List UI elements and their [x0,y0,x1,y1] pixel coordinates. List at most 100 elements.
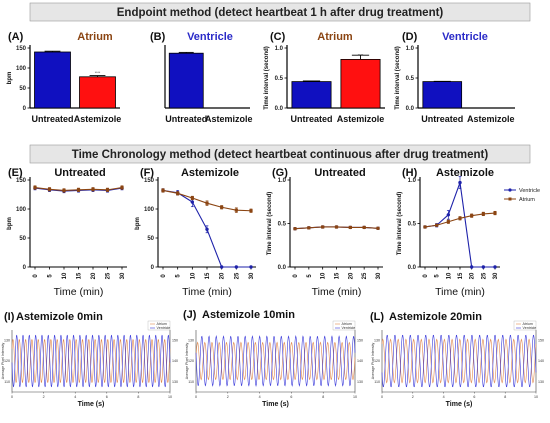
x-tick-label: 0 [11,395,13,399]
x-tick-label: 2 [43,395,45,399]
x-tick-label: 0 [381,395,383,399]
panel-C: (C) Atrium 0.0 0.5 1.0 Time interval (second)… [264,31,385,124]
y-tick-label-left: 120 [4,359,10,363]
y-tick-label: 100 [16,207,27,213]
data-point-ventricle [458,180,462,185]
y-tick-label: 100 [16,66,27,72]
panel-label: (F) [140,167,154,179]
trace-ventricle [381,334,537,388]
data-point-atrium [47,187,52,191]
y-tick-label-left: 120 [374,359,380,363]
y-tick-label: 0.5 [278,222,287,228]
y-tick-label: 50 [19,236,26,242]
x-tick-label: 8 [137,395,139,399]
data-point-atrium [91,187,95,191]
y-tick-label-right: 140 [357,359,363,363]
x-axis-label: Time (min) [312,286,362,298]
data-point-ventricle [481,265,486,269]
panels: (A) Atrium050100150bpmUntreated****Astemi… [1,31,544,408]
data-point-atrium [362,225,366,230]
x-tick-label: 5 [435,274,441,278]
data-point-ventricle [249,265,253,269]
data-point-ventricle [205,227,209,231]
panel-title: Ventricle [187,31,233,43]
x-tick-label: 4 [74,395,76,399]
data-point-atrium [120,185,124,190]
data-point-atrium [446,220,450,224]
y-tick-label: 0.0 [275,106,284,112]
trace-atrium [381,338,537,384]
category-label: Untreated [165,114,207,124]
y-tick-label-left: 120 [188,359,194,363]
y-tick-label-left: 130 [374,339,380,343]
data-point-atrium [493,211,497,215]
panel-label: (J) [183,309,197,321]
x-tick-label: 20 [470,272,476,279]
data-point-atrium [205,201,209,205]
panel-label: (L) [370,311,384,323]
panel-title: Astemizole [181,167,239,179]
y-tick-label-right: 130 [538,380,544,384]
y-tick-label: 0.5 [406,76,415,82]
category-label: Untreated [290,114,332,124]
x-tick-label: 15 [77,272,83,279]
y-tick-label-right: 140 [538,359,544,363]
category-label: Untreated [31,114,73,124]
data-point-atrium [190,196,194,200]
y-tick-label: 100 [144,207,155,213]
bar-untreated [34,51,71,109]
y-tick-label: 1.0 [275,46,284,52]
legend-box [513,320,537,331]
data-point-atrium [348,225,352,230]
data-point-atrium [376,226,380,230]
bar-untreated [291,81,332,109]
x-tick-label: 10 [168,395,172,399]
legend-marker [508,197,512,201]
x-tick-label: 10 [353,395,357,399]
y-axis-label: Average Pixel Intensity [185,343,189,380]
y-tick-label-left: 110 [188,380,194,384]
panel-label: (I) [4,311,15,323]
panel-label: (B) [150,31,166,43]
bar-astemizole [340,59,381,109]
x-tick-label: 25 [481,272,487,279]
x-tick-label: 8 [504,395,506,399]
y-axis-label: Time interval (second) [264,46,270,110]
panel-L: (L) Astemizole 20min 0 2 4 6 8 10 110 120 130 130 14… [370,311,544,408]
panel-title: Untreated [314,167,365,179]
x-tick-label: 10 [446,272,452,279]
x-tick-label: 20 [220,272,226,279]
data-point-atrium [33,185,37,190]
panel-G: (G) Untreated 0.0 0.5 1.0 0 5 10 15 20 25 30 Time (m… [267,167,383,298]
data-point-atrium [76,188,81,192]
y-tick-label: 1.0 [408,178,417,184]
legend-box [332,320,356,331]
y-axis-label: bpm [7,72,13,85]
y-axis-label: bpm [7,217,13,230]
data-point-ventricle [469,265,474,269]
data-point-ventricle [493,265,497,269]
x-tick-label: 10 [62,272,68,279]
panel-title: Ventricle [442,31,488,43]
data-point-atrium [234,208,238,212]
x-tick-label: 2 [412,395,414,399]
legend-marker [508,188,512,192]
panel-title: Astemizole [436,167,494,179]
x-axis-label: Time (s) [262,401,289,408]
x-tick-label: 0 [293,274,299,278]
x-tick-label: 15 [335,272,341,279]
panel-label: (H) [402,167,418,179]
data-point-atrium [458,216,462,220]
y-tick-label: 1.0 [278,178,287,184]
y-tick-label-right: 140 [172,359,178,363]
y-tick-label: 0.0 [278,265,287,271]
category-label: Astemizole [205,114,253,124]
x-tick-label: 30 [493,272,499,279]
panel-D: (D) Ventricle 0.0 0.5 1.0 Time interval (seco… [395,31,515,124]
y-tick-label: 1.0 [406,46,415,52]
x-tick-label: 6 [290,395,292,399]
panel-title: Astemizole 0min [16,311,103,323]
data-point-atrium [105,188,110,192]
panel-F: (F) Astemizole 0 50 100 150 0 5 10 15 20 25 30 Time (… [135,167,256,298]
